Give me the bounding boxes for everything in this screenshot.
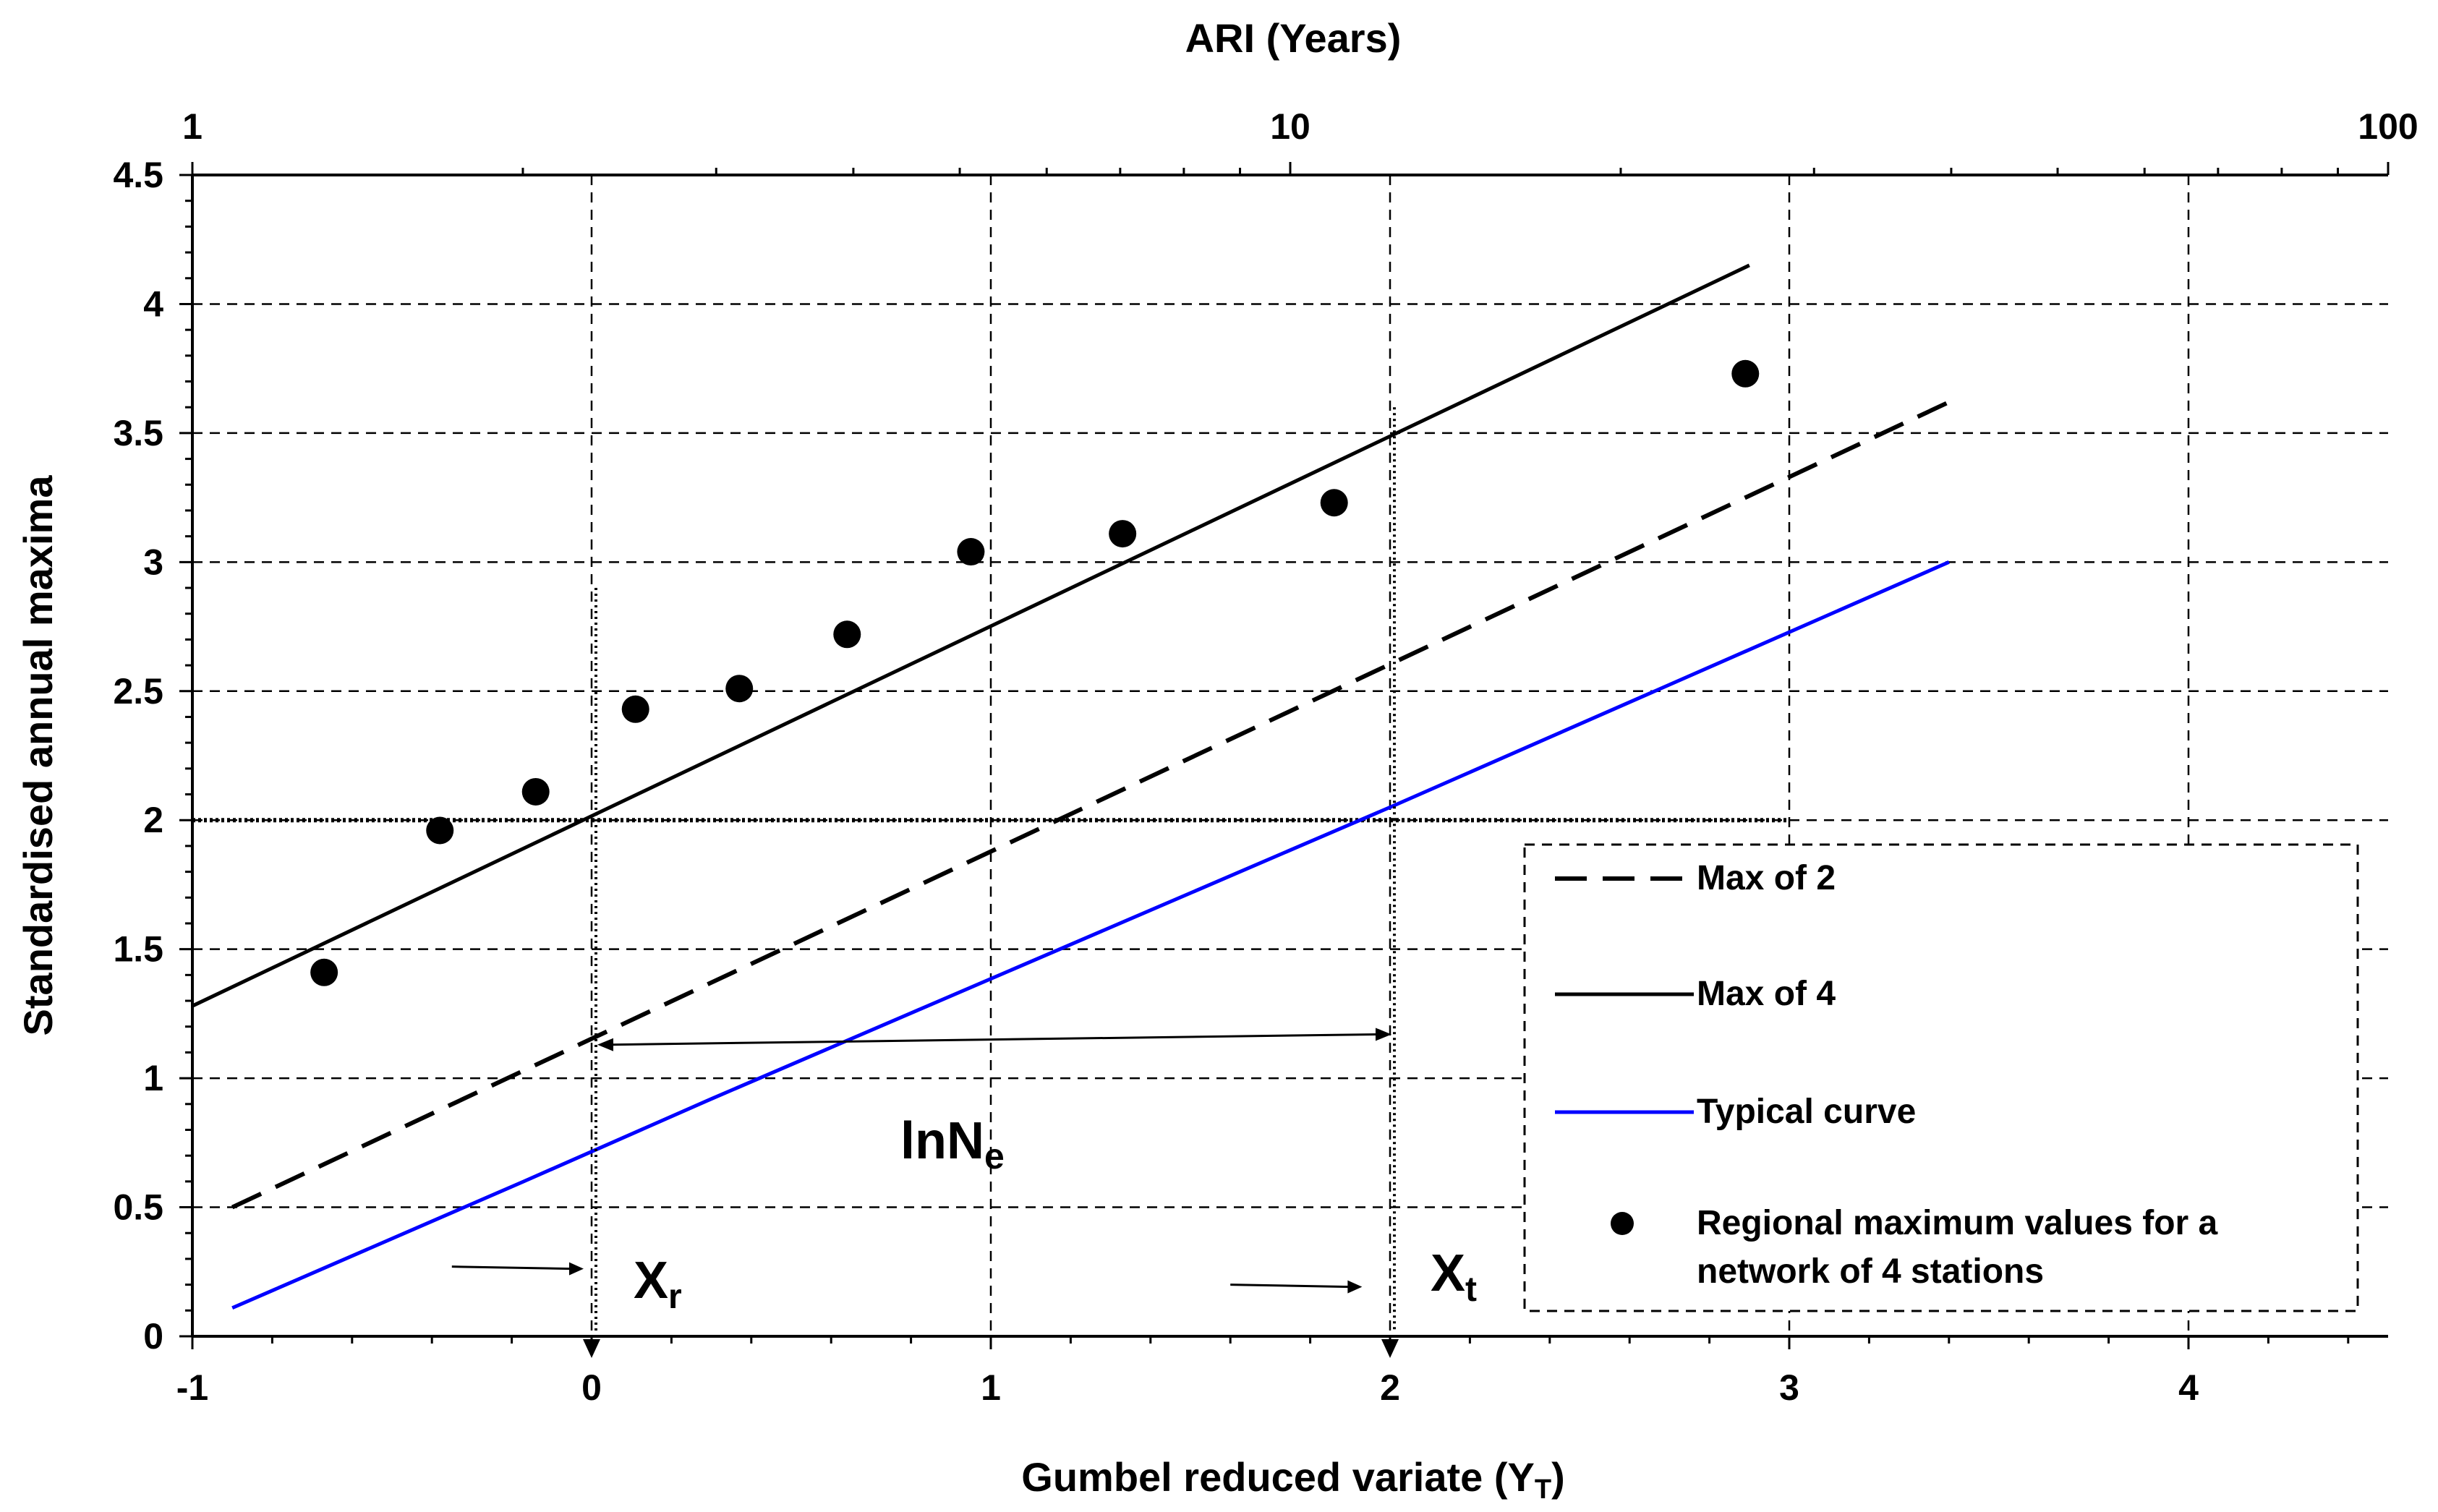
x-axis-title: Gumbel reduced variate (YT) <box>1021 1454 1564 1505</box>
lnne-arrow-right-head <box>1376 1028 1391 1041</box>
data-point-3 <box>621 695 649 723</box>
series-line-max-of-4 <box>191 263 1750 1008</box>
lnne-label-sub: e <box>984 1136 1005 1176</box>
top-tick-label: 1 <box>182 106 203 147</box>
series-line-typical-curve <box>231 560 1950 1310</box>
data-point-1 <box>426 816 454 845</box>
y-tick-label: 0 <box>143 1316 163 1357</box>
top-tick-label: 10 <box>1270 106 1310 147</box>
xr-pointer-arrow-head <box>568 1262 584 1276</box>
y-axis-title: Standardised annual maxima <box>15 475 61 1036</box>
data-points <box>310 359 1760 986</box>
x-axis-title-main: Gumbel reduced variate (Y <box>1021 1454 1535 1500</box>
x-tick-label: 3 <box>1779 1367 1799 1408</box>
y-tick-label: 1 <box>143 1058 163 1098</box>
xt-label-sub: t <box>1465 1270 1477 1309</box>
xt-label: Xt <box>1431 1244 1477 1309</box>
data-point-2 <box>521 777 550 806</box>
y-tick-label: 4 <box>143 283 163 324</box>
x-tick-label: 0 <box>581 1367 602 1408</box>
legend: Max of 2 Max of 4 Typical curve Regional… <box>1523 843 2359 1312</box>
legend-box <box>1523 843 2359 1312</box>
xr-label: Xr <box>634 1252 682 1316</box>
grid <box>192 175 2388 1336</box>
lnne-label: lnNe <box>900 1112 1005 1176</box>
data-point-5 <box>833 620 861 649</box>
legend-label-regional-line1: Regional maximum values for a <box>1697 1204 2218 1242</box>
y-tick-label: 3.5 <box>113 413 163 453</box>
y-tick-label: 3 <box>143 542 163 582</box>
xr-pointer-arrow-shaft <box>451 1265 571 1270</box>
lnne-label-main: lnN <box>900 1112 984 1170</box>
legend-swatch-marker <box>1611 1212 1634 1235</box>
data-point-7 <box>1109 520 1137 548</box>
data-point-4 <box>725 675 754 703</box>
top-axis-title: ARI (Years) <box>1185 15 1402 61</box>
y-tick-label: 2.5 <box>113 671 163 712</box>
data-point-6 <box>957 538 985 566</box>
legend-label-regional-line2: network of 4 stations <box>1697 1252 2044 1291</box>
x-tick-label: 2 <box>1380 1367 1400 1408</box>
x-axis-title-sub: T <box>1535 1474 1551 1505</box>
x-tick-label: 1 <box>981 1367 1001 1408</box>
xr-label-sub: r <box>668 1278 682 1316</box>
series-line-max-of-2 <box>231 400 1951 1210</box>
xt-label-main: X <box>1431 1244 1465 1302</box>
xt-pointer-arrow-shaft <box>1230 1284 1350 1289</box>
xt-pointer-arrow-head <box>1347 1280 1363 1294</box>
legend-label-typical: Typical curve <box>1697 1093 1916 1131</box>
data-point-8 <box>1320 489 1348 517</box>
legend-label-max2: Max of 2 <box>1697 859 1836 897</box>
top-tick-label: 100 <box>2358 106 2418 147</box>
y-tick-label: 0.5 <box>113 1187 163 1228</box>
legend-label-max4: Max of 4 <box>1697 975 1836 1013</box>
y-tick-label: 4.5 <box>113 155 163 195</box>
lnne-arrow-shaft <box>611 1033 1378 1046</box>
data-point-9 <box>1731 359 1760 388</box>
x-tick-label: 4 <box>2178 1367 2199 1408</box>
xr-label-main: X <box>634 1252 668 1310</box>
lnne-arrow-left-head <box>597 1038 613 1051</box>
x-axis-title-close: ) <box>1551 1454 1565 1500</box>
axes: -1 0 1 2 3 4 0 0.5 1 1.5 2 2.5 3 3.5 4 4.5 1 10 100 <box>113 106 2418 1408</box>
series-lines <box>191 263 1951 1310</box>
y-tick-label: 2 <box>143 800 163 840</box>
y-tick-label: 1.5 <box>113 929 163 970</box>
data-point-0 <box>310 958 338 986</box>
x-tick-label: -1 <box>176 1367 208 1408</box>
